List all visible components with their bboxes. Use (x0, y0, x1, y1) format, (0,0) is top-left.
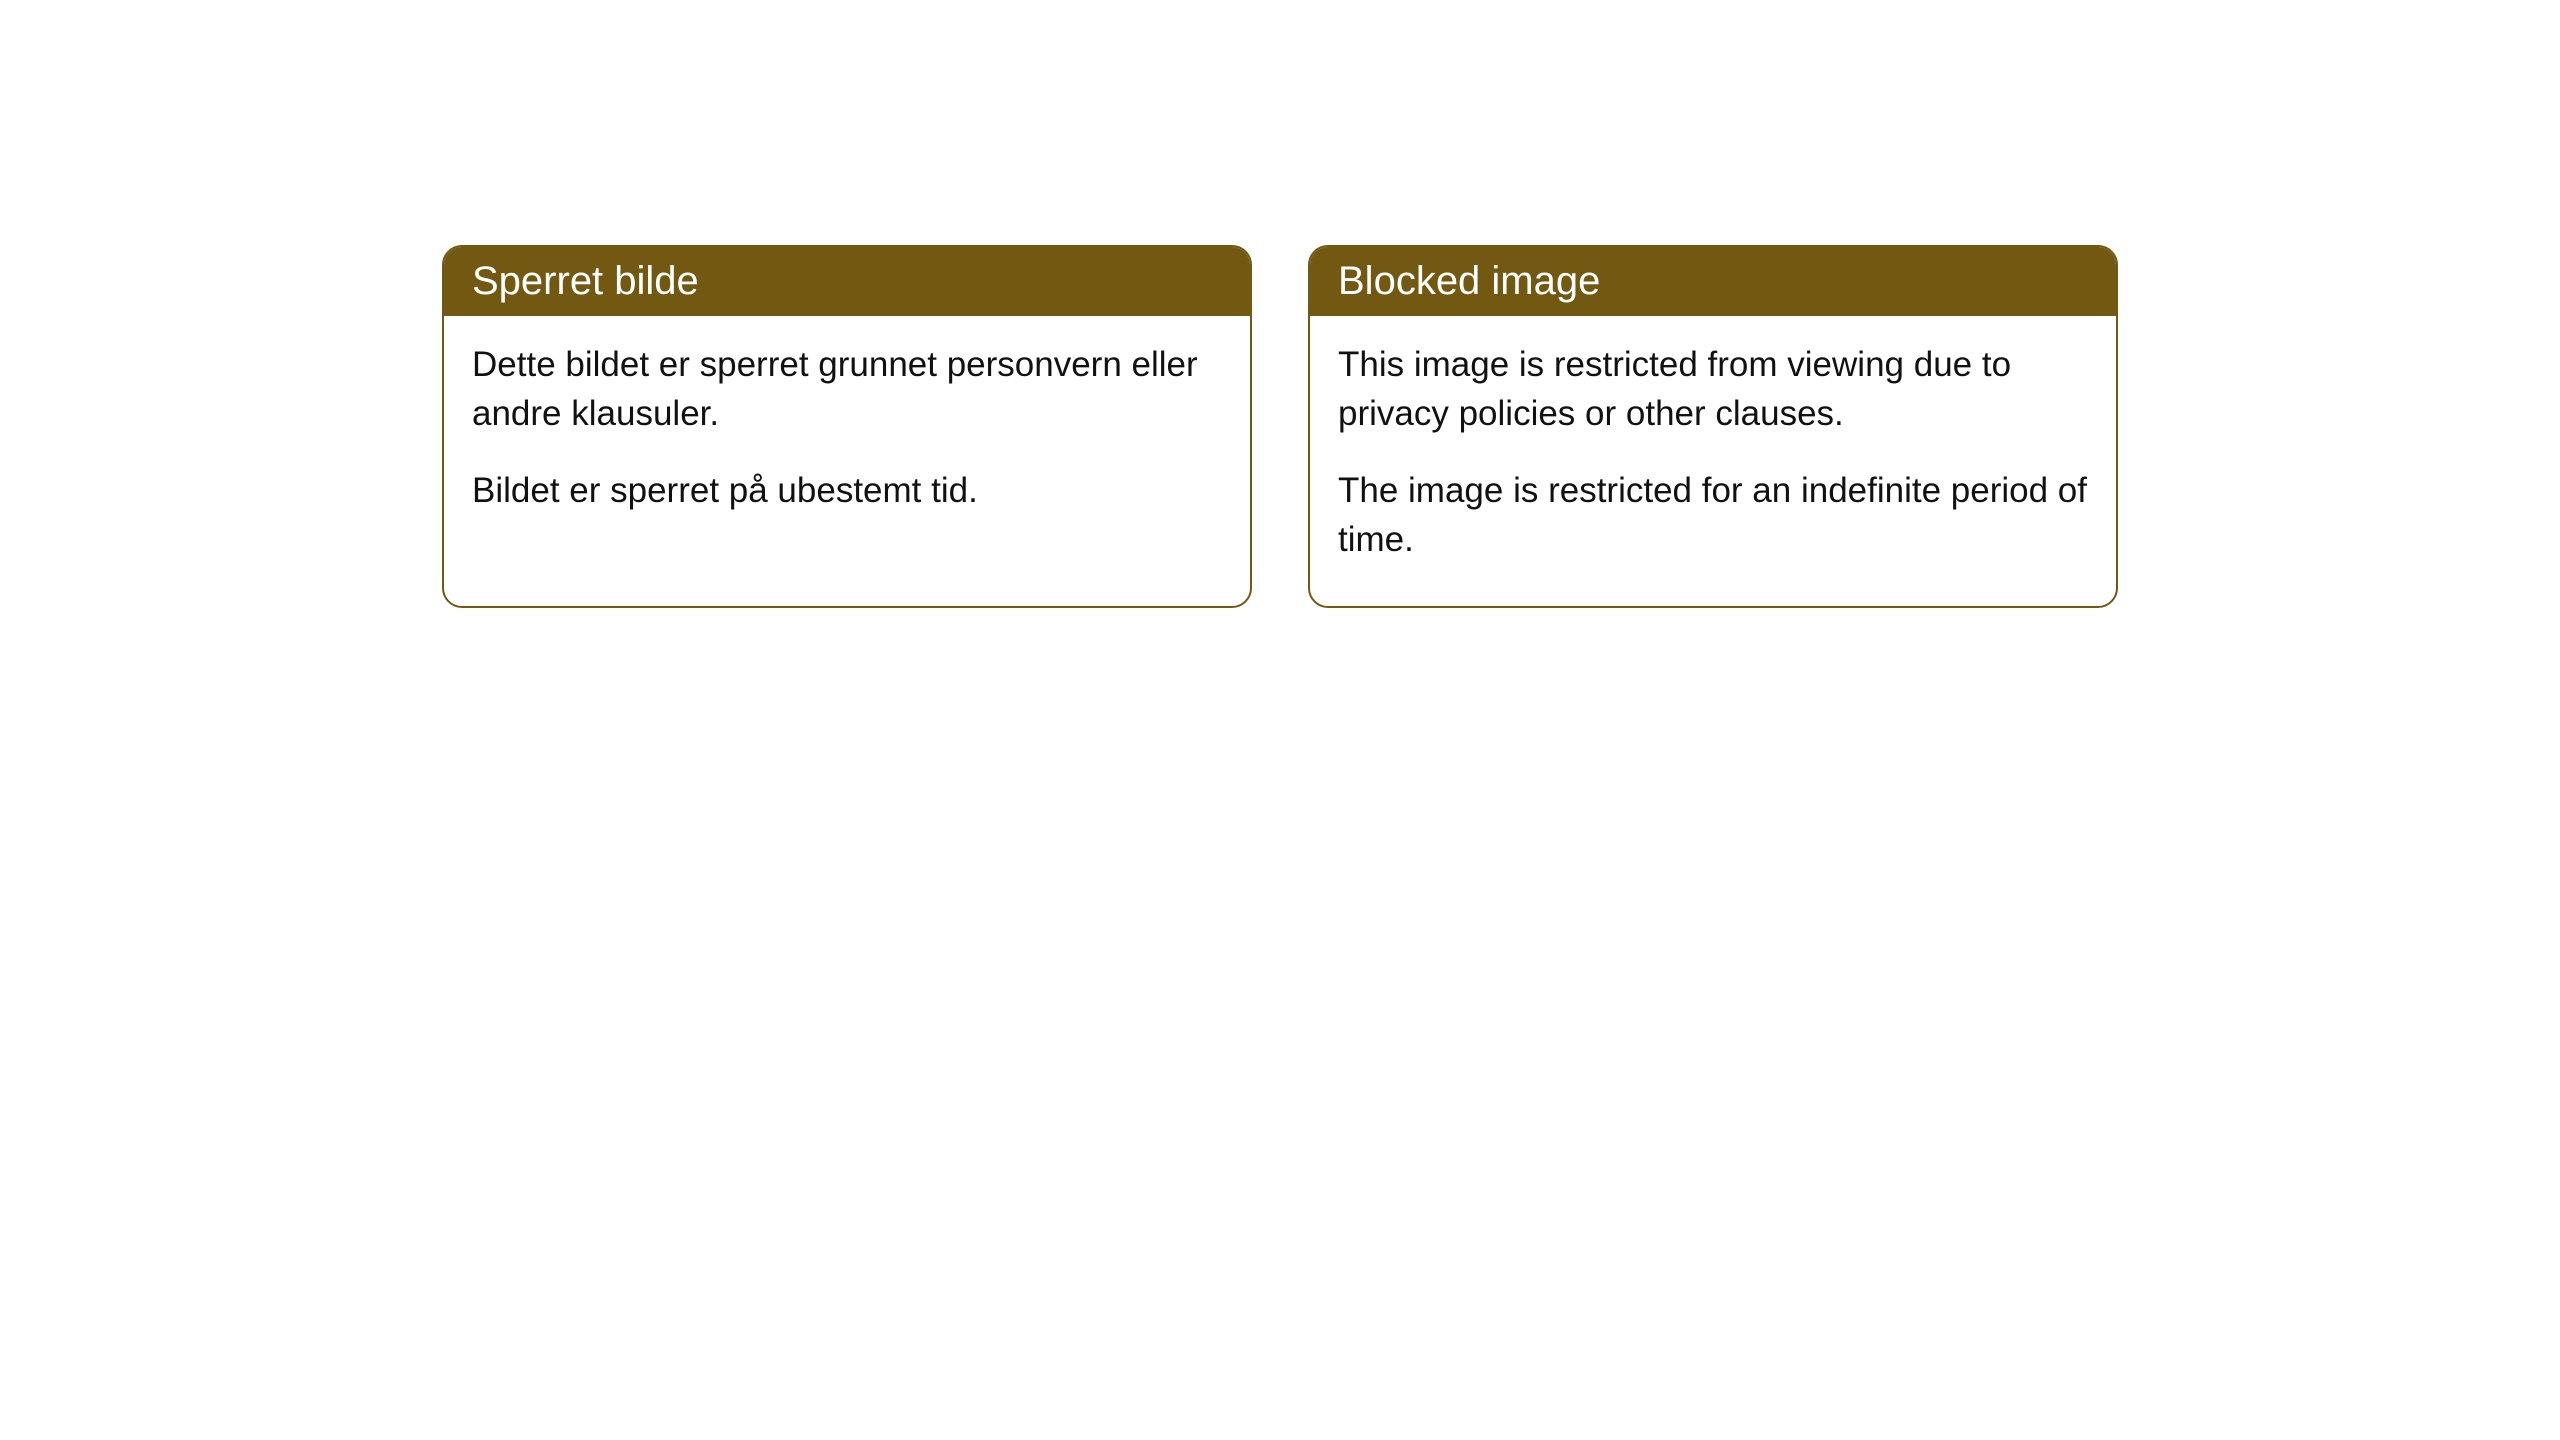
card-title-norwegian: Sperret bilde (444, 247, 1250, 316)
notice-container: Sperret bilde Dette bildet er sperret gr… (0, 245, 2560, 608)
notice-card-norwegian: Sperret bilde Dette bildet er sperret gr… (442, 245, 1252, 608)
card-body-english: This image is restricted from viewing du… (1310, 316, 2116, 606)
card-paragraph: This image is restricted from viewing du… (1338, 340, 2088, 438)
card-paragraph: The image is restricted for an indefinit… (1338, 466, 2088, 564)
card-paragraph: Bildet er sperret på ubestemt tid. (472, 466, 1222, 515)
card-body-norwegian: Dette bildet er sperret grunnet personve… (444, 316, 1250, 557)
notice-card-english: Blocked image This image is restricted f… (1308, 245, 2118, 608)
card-title-english: Blocked image (1310, 247, 2116, 316)
card-paragraph: Dette bildet er sperret grunnet personve… (472, 340, 1222, 438)
